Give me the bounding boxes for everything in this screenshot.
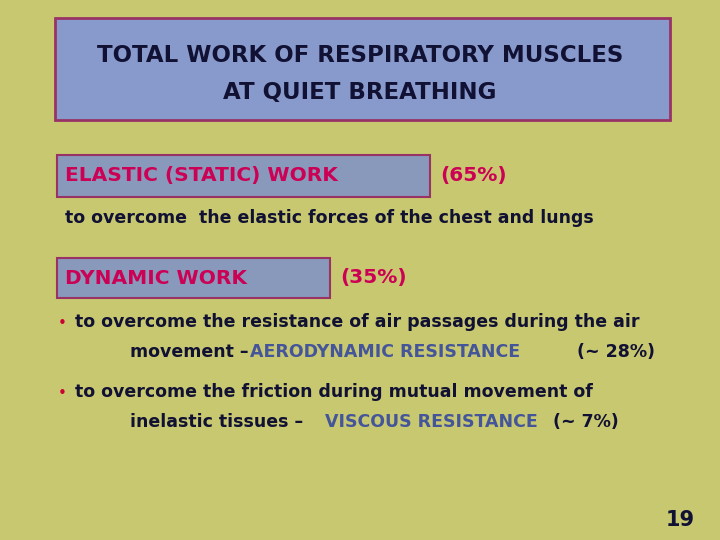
Text: ELASTIC (STATIC) WORK: ELASTIC (STATIC) WORK bbox=[65, 166, 338, 186]
Text: •: • bbox=[58, 315, 66, 330]
Text: to overcome the resistance of air passages during the air: to overcome the resistance of air passag… bbox=[75, 313, 639, 331]
Text: AT QUIET BREATHING: AT QUIET BREATHING bbox=[223, 80, 497, 104]
FancyBboxPatch shape bbox=[57, 155, 430, 197]
Text: VISCOUS RESISTANCE: VISCOUS RESISTANCE bbox=[325, 413, 538, 431]
Text: 19: 19 bbox=[666, 510, 695, 530]
Text: movement –: movement – bbox=[130, 343, 254, 361]
Text: to overcome the friction during mutual movement of: to overcome the friction during mutual m… bbox=[75, 383, 593, 401]
Text: (65%): (65%) bbox=[440, 166, 507, 186]
Text: to overcome  the elastic forces of the chest and lungs: to overcome the elastic forces of the ch… bbox=[65, 209, 594, 227]
Text: DYNAMIC WORK: DYNAMIC WORK bbox=[65, 268, 247, 287]
Text: inelastic tissues –: inelastic tissues – bbox=[130, 413, 309, 431]
Text: AERODYNAMIC RESISTANCE: AERODYNAMIC RESISTANCE bbox=[250, 343, 520, 361]
FancyBboxPatch shape bbox=[57, 258, 330, 298]
Text: (35%): (35%) bbox=[340, 268, 407, 287]
FancyBboxPatch shape bbox=[55, 18, 670, 120]
Text: TOTAL WORK OF RESPIRATORY MUSCLES: TOTAL WORK OF RESPIRATORY MUSCLES bbox=[96, 44, 624, 66]
Text: •: • bbox=[58, 386, 66, 401]
Text: (~ 28%): (~ 28%) bbox=[577, 343, 655, 361]
Text: (~ 7%): (~ 7%) bbox=[535, 413, 618, 431]
